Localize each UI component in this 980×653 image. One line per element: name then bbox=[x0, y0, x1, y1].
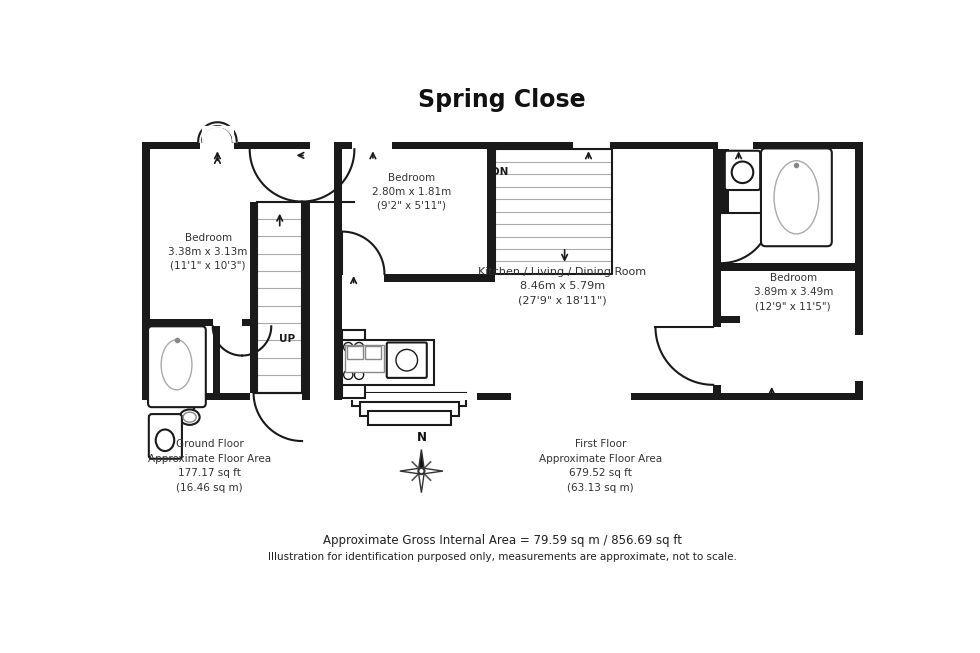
Bar bbox=[250, 202, 258, 392]
Bar bbox=[713, 315, 740, 323]
Polygon shape bbox=[421, 468, 443, 474]
Circle shape bbox=[344, 342, 353, 352]
Ellipse shape bbox=[156, 430, 174, 451]
Bar bbox=[713, 142, 721, 400]
Polygon shape bbox=[400, 468, 421, 474]
Bar bbox=[721, 149, 729, 213]
Text: Ground Floor
Approximate Floor Area
177.17 sq ft
(16.46 sq m): Ground Floor Approximate Floor Area 177.… bbox=[148, 439, 271, 493]
Bar bbox=[342, 330, 366, 398]
Bar bbox=[142, 392, 310, 400]
FancyBboxPatch shape bbox=[725, 151, 760, 190]
Ellipse shape bbox=[161, 340, 192, 390]
Bar bbox=[345, 345, 384, 372]
Circle shape bbox=[355, 342, 364, 352]
Bar bbox=[713, 327, 721, 385]
Bar bbox=[573, 142, 611, 149]
Bar bbox=[334, 142, 862, 149]
Bar bbox=[201, 142, 234, 149]
Bar bbox=[477, 392, 484, 400]
Bar bbox=[855, 335, 862, 381]
Bar bbox=[713, 315, 721, 327]
Bar bbox=[366, 346, 381, 358]
Bar bbox=[302, 142, 310, 400]
Circle shape bbox=[396, 349, 417, 371]
Ellipse shape bbox=[774, 161, 818, 234]
Circle shape bbox=[418, 468, 424, 474]
FancyBboxPatch shape bbox=[761, 148, 832, 246]
Bar bbox=[213, 319, 242, 326]
Bar bbox=[347, 346, 363, 358]
Text: Approximate Gross Internal Area = 79.59 sq m / 856.69 sq ft: Approximate Gross Internal Area = 79.59 … bbox=[322, 534, 682, 547]
Bar bbox=[573, 143, 611, 148]
Bar bbox=[717, 142, 753, 149]
Text: UP: UP bbox=[279, 334, 296, 343]
Text: Spring Close: Spring Close bbox=[418, 88, 586, 112]
FancyBboxPatch shape bbox=[149, 414, 182, 459]
Circle shape bbox=[355, 370, 364, 379]
Polygon shape bbox=[418, 471, 424, 492]
Bar bbox=[361, 402, 459, 415]
Ellipse shape bbox=[732, 161, 754, 183]
Polygon shape bbox=[418, 449, 424, 471]
Bar bbox=[855, 379, 862, 381]
Bar bbox=[353, 392, 466, 406]
Text: Bedroom
2.80m x 1.81m
(9'2" x 5'11"): Bedroom 2.80m x 1.81m (9'2" x 5'11") bbox=[371, 172, 451, 210]
Ellipse shape bbox=[179, 409, 200, 425]
Bar bbox=[352, 142, 392, 149]
Text: Bedroom
3.38m x 3.13m
(11'1" x 10'3"): Bedroom 3.38m x 3.13m (11'1" x 10'3") bbox=[169, 232, 248, 270]
Bar bbox=[342, 340, 434, 385]
Bar bbox=[342, 274, 495, 281]
Bar bbox=[512, 392, 631, 400]
FancyBboxPatch shape bbox=[148, 326, 206, 407]
Text: N: N bbox=[416, 431, 426, 444]
Bar bbox=[855, 335, 862, 336]
Bar bbox=[213, 326, 220, 392]
Bar bbox=[302, 149, 310, 202]
Bar bbox=[352, 143, 392, 148]
Bar bbox=[142, 142, 150, 400]
Text: First Floor
Approximate Floor Area
679.52 sq ft
(63.13 sq m): First Floor Approximate Floor Area 679.5… bbox=[539, 439, 662, 493]
Text: Illustration for identification purposed only, measurements are approximate, not: Illustration for identification purposed… bbox=[268, 552, 737, 562]
Bar bbox=[717, 143, 753, 148]
Circle shape bbox=[344, 370, 353, 379]
Bar bbox=[342, 392, 477, 400]
Bar bbox=[855, 142, 862, 400]
FancyBboxPatch shape bbox=[387, 342, 427, 378]
Bar bbox=[250, 392, 302, 400]
Bar bbox=[334, 142, 342, 400]
Bar bbox=[342, 274, 384, 281]
Bar bbox=[150, 319, 250, 326]
Text: Bedroom
3.89m x 3.49m
(12'9" x 11'5"): Bedroom 3.89m x 3.49m (12'9" x 11'5") bbox=[754, 274, 833, 311]
Text: DN: DN bbox=[492, 167, 509, 176]
Bar bbox=[334, 392, 862, 400]
Bar bbox=[142, 142, 310, 149]
Bar bbox=[165, 392, 198, 400]
Ellipse shape bbox=[183, 412, 196, 422]
Bar bbox=[487, 142, 495, 274]
Bar bbox=[721, 263, 855, 271]
Text: Kitchen / Living / Dining Room
8.46m x 5.79m
(27'9" x 18'11"): Kitchen / Living / Dining Room 8.46m x 5… bbox=[478, 267, 647, 305]
Bar bbox=[368, 411, 451, 425]
